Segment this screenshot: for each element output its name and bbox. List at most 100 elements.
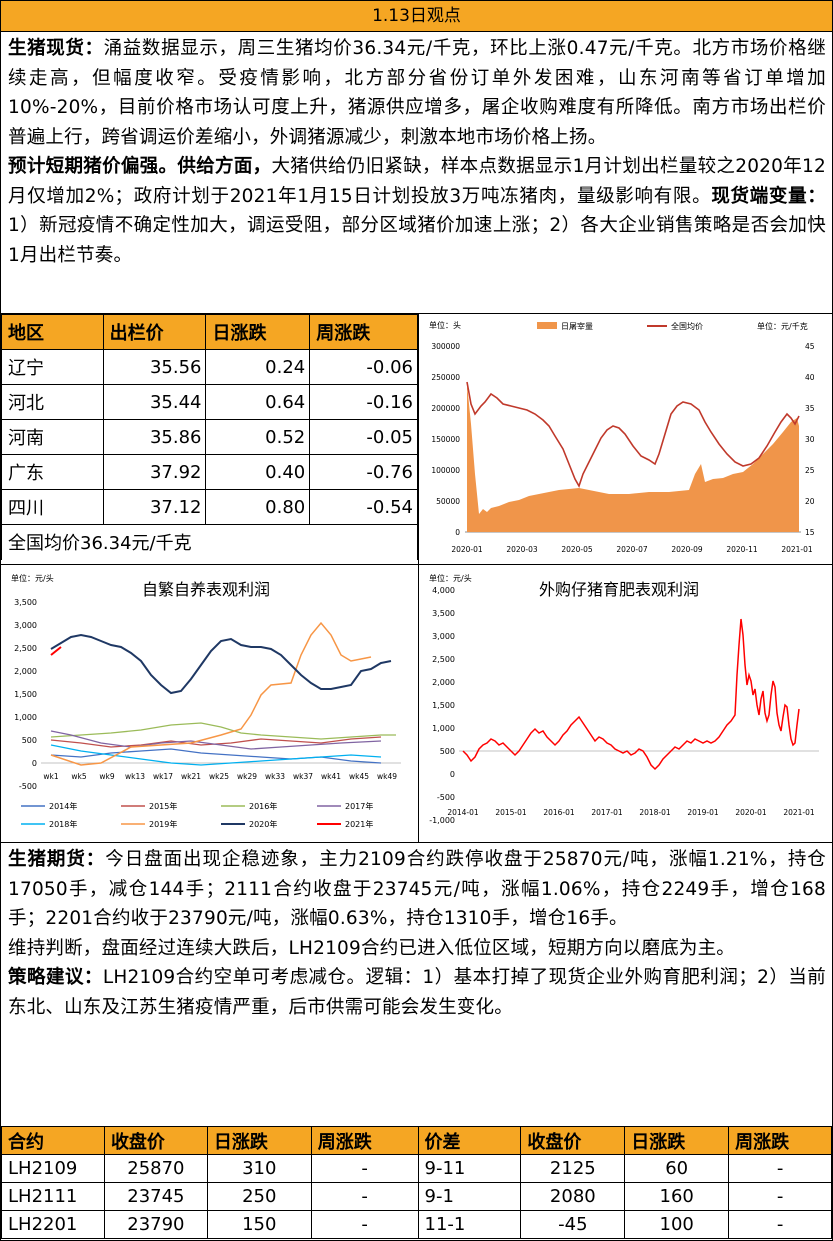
close-cell: 23790 [103,1210,208,1239]
ytick: 200000 [431,404,460,413]
ytick: -500 [437,793,455,802]
table-row: 广东 37.92 0.40 -0.76 [1,454,418,490]
spread-cell: 11-1 [417,1210,522,1239]
contract-cell: LH2111 [1,1182,105,1211]
series-2020 [50,633,392,695]
daily-cell: 0.52 [205,419,311,455]
forecast-label: 预计短期猪价偏强。供给方面， [8,156,272,177]
daily-cell: 250 [206,1182,312,1211]
xtick: wk17 [153,772,173,781]
variable-text: 1）新冠疫情不确定性加大，调运受阻，部分区域猪价加速上涨；2）各大企业销售策略是… [8,215,826,266]
price-cell: 37.12 [102,489,207,525]
region-cell: 广东 [1,454,104,490]
col-contract: 合约 [1,1126,105,1155]
daily-cell: 100 [624,1210,730,1239]
xtick: 2020-11 [726,545,758,554]
weekly-cell: - [310,1154,419,1183]
purchased-piglet-profit-chart: 单位：元/头 外购仔猪育肥表观利润 4,000 3,500 3,000 2,50… [419,565,832,842]
series-2018 [50,744,382,766]
xtick: 2015-01 [495,808,527,817]
table-row: 河北 35.44 0.64 -0.16 [1,384,418,420]
ytick: 0 [450,770,455,779]
weekly-cell: - [310,1182,419,1211]
contract-cell: LH2109 [1,1154,105,1183]
xtick: 2019-01 [687,808,719,817]
ytick: 3,500 [14,598,37,607]
futures-text: 今日盘面出现企稳迹象，主力2109合约跌停收盘于25870元/吨，涨幅1.21%… [8,849,826,929]
spread-cell: 9-1 [417,1182,522,1211]
legend-item: 2020年 [249,819,277,829]
contract-table: 合约 收盘价 日涨跌 周涨跌 价差 收盘价 日涨跌 周涨跌 LH2109 258… [1,1126,832,1239]
futures-label: 生猪期货： [8,849,106,870]
chart3-unit: 单位：元/头 [429,573,472,583]
xtick: 2020-03 [506,545,538,554]
series-2019 [50,621,372,766]
price-cell: 35.44 [102,384,207,420]
table-row: LH2201 23790 150 - 11-1 -45 100 - [1,1210,832,1239]
legend-item: 2019年 [149,819,177,829]
close-cell: 2080 [520,1182,626,1211]
purchased-profit-line [462,618,800,771]
xtick: wk5 [71,772,86,781]
spot-label: 生猪现货： [8,38,104,59]
xtick: wk37 [293,772,313,781]
series-2016 [50,722,396,740]
contract-cell: LH2201 [1,1210,105,1239]
ytick: 50000 [436,497,460,506]
weekly-cell: - [728,1210,832,1239]
chart1-unit-right: 单位：元/千克 [757,321,808,331]
col-daily2: 日涨跌 [624,1126,730,1155]
weekly-cell: -0.16 [309,384,418,420]
close-cell: 23745 [103,1182,208,1211]
weekly-cell: -0.06 [309,349,418,385]
ytick: 3,000 [432,632,455,641]
region-cell: 四川 [1,489,104,525]
daily-cell: 0.40 [205,454,311,490]
forecast-text: 大猪供给仍旧紧缺，样本点数据显示1月计划出栏量较之2020年12月仅增加2%；政… [8,156,826,207]
xtick: 2016-01 [543,808,575,817]
ytick: 3,500 [432,609,455,618]
xtick: wk1 [43,772,58,781]
table-row: LH2109 25870 310 - 9-11 2125 60 - [1,1154,832,1183]
table-row: 辽宁 35.56 0.24 -0.06 [1,349,418,385]
region-cell: 河北 [1,384,104,420]
col-weekly: 周涨跌 [309,314,418,350]
close-cell: -45 [520,1210,626,1239]
weekly-cell: - [728,1154,832,1183]
close-cell: 25870 [103,1154,208,1183]
region-table-header: 地区 出栏价 日涨跌 周涨跌 [1,314,418,350]
ytick: 1,500 [14,690,37,699]
ytick: 2,500 [14,644,37,653]
xtick: wk13 [125,772,145,781]
legend-item: 2016年 [249,801,277,811]
daily-cell: 160 [624,1182,730,1211]
futures-section: 生猪期货：今日盘面出现企稳迹象，主力2109合约跌停收盘于25870元/吨，涨幅… [8,845,826,1022]
weekly-cell: -0.54 [309,489,418,525]
xtick: wk45 [349,772,369,781]
xtick: wk25 [209,772,229,781]
daily-cell: 150 [206,1210,312,1239]
spot-section: 生猪现货：涌益数据显示，周三生猪均价36.34元/千克，环比上涨0.47元/千克… [8,34,826,270]
ytick: 3,000 [14,621,37,630]
ytick: 100000 [431,466,460,475]
variable-label: 现货端变量： [711,185,827,207]
ytick: 0 [32,759,37,768]
xtick: 2018-01 [639,808,671,817]
legend-item: 2014年 [49,801,77,811]
xtick: 2020-01 [735,808,767,817]
xtick: 2020-01 [451,545,483,554]
col-daily: 日涨跌 [206,1126,312,1155]
national-price-line [466,381,800,488]
self-breeding-profit-chart: 单位：元/头 自繁自养表观利润 3,500 3,000 2,500 2,000 … [1,565,418,842]
legend-item: 2021年 [345,819,373,829]
chart1-legend1: 日屠宰量 [561,321,593,331]
ytick-right: 25 [805,466,815,475]
xtick: 2014-01 [447,808,479,817]
col-weekly2: 周涨跌 [728,1126,832,1155]
col-close: 收盘价 [103,1126,208,1155]
spread-cell: 9-11 [417,1154,522,1183]
ytick-right: 15 [805,528,815,537]
xtick: wk41 [321,772,341,781]
close-cell: 2125 [520,1154,626,1183]
region-cell: 辽宁 [1,349,104,385]
